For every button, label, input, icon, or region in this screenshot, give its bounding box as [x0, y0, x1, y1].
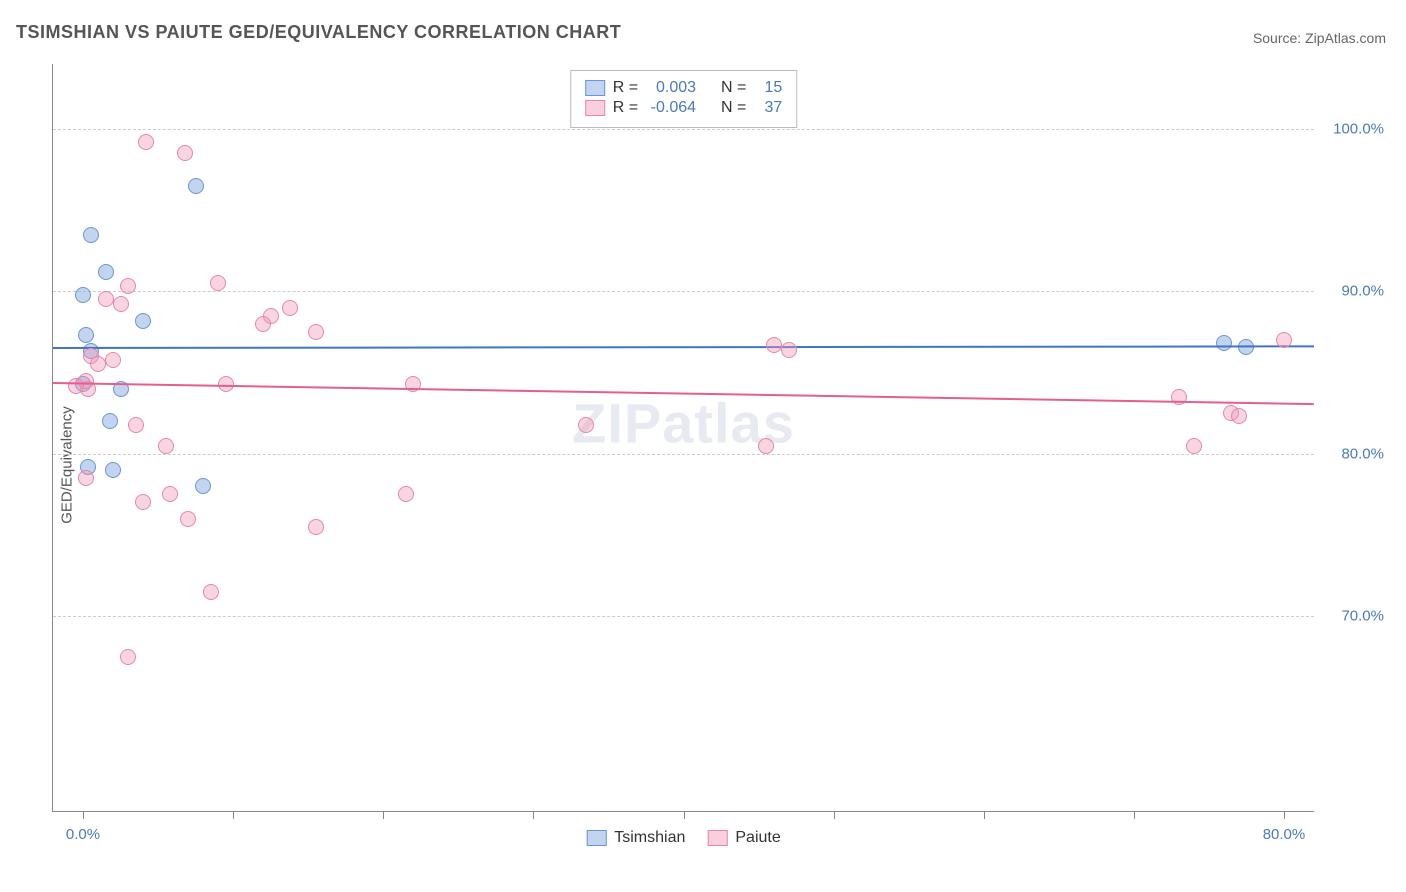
point-paiute — [766, 337, 782, 353]
swatch-tsimshian-icon — [585, 80, 605, 96]
point-paiute — [158, 438, 174, 454]
x-tick-label-left: 0.0% — [66, 826, 100, 843]
point-tsimshian — [195, 478, 211, 494]
point-paiute — [1186, 438, 1202, 454]
gridline — [53, 616, 1314, 617]
watermark-atlas: atlas — [662, 391, 795, 454]
n-value-paiute: 37 — [754, 99, 782, 117]
point-paiute — [255, 316, 271, 332]
point-tsimshian — [105, 462, 121, 478]
point-paiute — [282, 300, 298, 316]
point-paiute — [180, 511, 196, 527]
point-paiute — [90, 356, 106, 372]
point-paiute — [68, 378, 84, 394]
swatch-tsimshian-icon — [586, 830, 606, 846]
point-tsimshian — [83, 227, 99, 243]
point-paiute — [1276, 332, 1292, 348]
point-paiute — [1231, 408, 1247, 424]
swatch-paiute-icon — [707, 830, 727, 846]
point-paiute — [162, 486, 178, 502]
r-value-tsimshian: 0.003 — [646, 79, 696, 97]
n-label: N = — [721, 79, 746, 97]
x-tick — [383, 811, 384, 819]
point-tsimshian — [98, 264, 114, 280]
y-tick-label: 80.0% — [1324, 445, 1384, 462]
point-tsimshian — [78, 327, 94, 343]
legend-item-paiute: Paiute — [707, 829, 780, 847]
point-paiute — [120, 649, 136, 665]
legend-label-tsimshian: Tsimshian — [614, 829, 685, 847]
point-paiute — [105, 352, 121, 368]
chart-container: GED/Equivalency ZIPatlas R = 0.003 N = 1… — [12, 58, 1394, 872]
point-paiute — [98, 291, 114, 307]
x-tick — [684, 811, 685, 819]
series-legend: Tsimshian Paiute — [586, 829, 781, 847]
point-tsimshian — [188, 178, 204, 194]
point-paiute — [398, 486, 414, 502]
x-tick — [834, 811, 835, 819]
point-paiute — [120, 278, 136, 294]
x-tick — [83, 811, 84, 819]
legend-label-paiute: Paiute — [735, 829, 780, 847]
r-value-paiute: -0.064 — [646, 99, 696, 117]
y-tick-label: 70.0% — [1324, 608, 1384, 625]
swatch-paiute-icon — [585, 100, 605, 116]
x-tick — [533, 811, 534, 819]
gridline — [53, 129, 1314, 130]
point-paiute — [113, 296, 129, 312]
gridline — [53, 454, 1314, 455]
x-tick — [1284, 811, 1285, 819]
point-paiute — [177, 145, 193, 161]
x-tick — [984, 811, 985, 819]
point-tsimshian — [102, 413, 118, 429]
point-tsimshian — [75, 287, 91, 303]
point-paiute — [210, 275, 226, 291]
trendline-tsimshian — [53, 345, 1314, 349]
point-paiute — [781, 342, 797, 358]
point-paiute — [308, 324, 324, 340]
y-tick-label: 90.0% — [1324, 283, 1384, 300]
point-paiute — [578, 417, 594, 433]
point-paiute — [758, 438, 774, 454]
r-label: R = — [613, 79, 638, 97]
x-tick — [233, 811, 234, 819]
point-tsimshian — [135, 313, 151, 329]
point-paiute — [308, 519, 324, 535]
x-tick-label-right: 80.0% — [1263, 826, 1306, 843]
point-paiute — [203, 584, 219, 600]
legend-item-tsimshian: Tsimshian — [586, 829, 685, 847]
point-paiute — [78, 470, 94, 486]
gridline — [53, 291, 1314, 292]
n-value-tsimshian: 15 — [754, 79, 782, 97]
plot-area: ZIPatlas R = 0.003 N = 15 R = -0.064 N =… — [52, 64, 1314, 812]
trendline-paiute — [53, 382, 1314, 405]
source-label: Source: ZipAtlas.com — [1253, 30, 1386, 46]
stats-row-tsimshian: R = 0.003 N = 15 — [585, 79, 783, 97]
r-label: R = — [613, 99, 638, 117]
x-tick — [1134, 811, 1135, 819]
point-paiute — [128, 417, 144, 433]
stats-legend: R = 0.003 N = 15 R = -0.064 N = 37 — [570, 70, 798, 128]
stats-row-paiute: R = -0.064 N = 37 — [585, 99, 783, 117]
chart-title: TSIMSHIAN VS PAIUTE GED/EQUIVALENCY CORR… — [16, 22, 621, 43]
point-tsimshian — [1216, 335, 1232, 351]
point-paiute — [135, 494, 151, 510]
y-tick-label: 100.0% — [1324, 120, 1384, 137]
point-paiute — [138, 134, 154, 150]
n-label: N = — [721, 99, 746, 117]
